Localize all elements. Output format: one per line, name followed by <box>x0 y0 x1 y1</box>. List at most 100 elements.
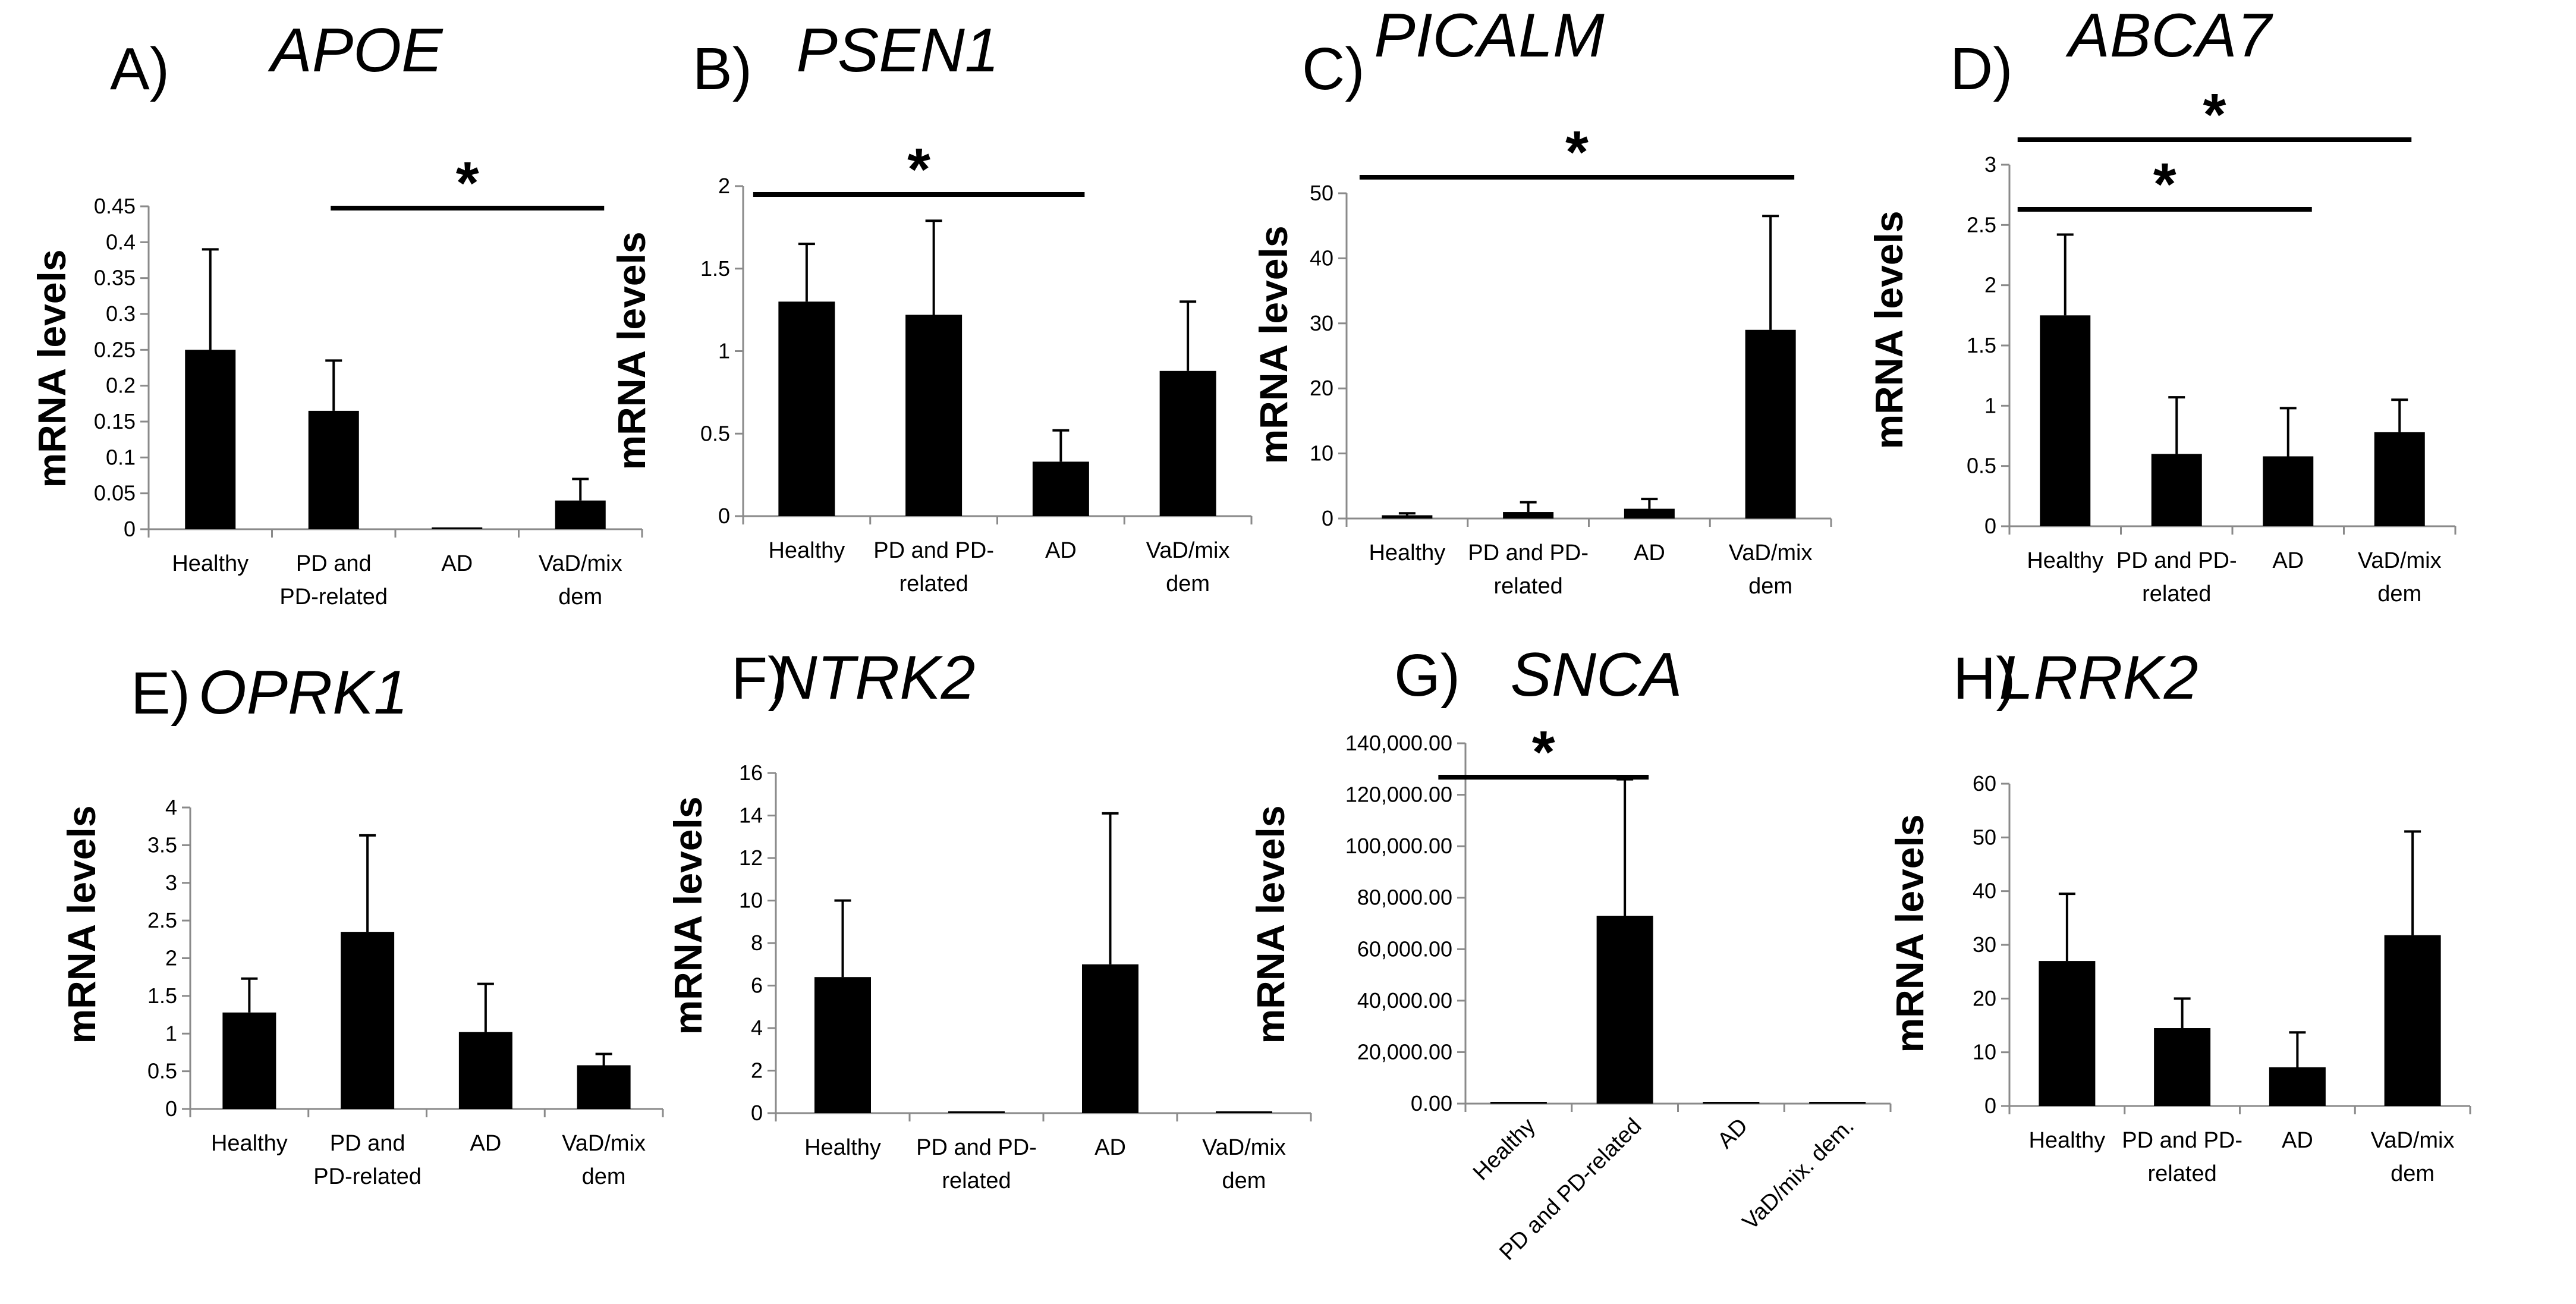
y-tick-label: 14 <box>739 803 763 828</box>
bar-4 <box>2374 432 2425 526</box>
y-tick-label: 16 <box>739 761 763 785</box>
panel-title: APOE <box>268 16 444 85</box>
y-tick-label: 4 <box>165 795 177 819</box>
y-tick-label: 2 <box>718 174 730 198</box>
bar-4 <box>555 500 606 529</box>
y-tick-label: 40 <box>1973 879 1996 903</box>
bar-3 <box>1703 1102 1760 1104</box>
y-tick-label: 0.3 <box>106 301 136 326</box>
y-tick-label: 0.05 <box>94 481 136 505</box>
chart-panel-1: A) APOE mRNA levels 0 0.05 0.1 0.15 0.2 0.25 0.3 0… <box>30 16 643 609</box>
significance-star: * <box>1565 119 1589 186</box>
y-axis-label: mRNA levels <box>666 796 710 1035</box>
y-tick-label: 2 <box>751 1058 763 1083</box>
x-category-label: PD-related <box>279 585 388 609</box>
x-category-label: PD and PD- <box>2122 1128 2242 1153</box>
significance-star: * <box>907 136 930 203</box>
x-category-label: related <box>2142 582 2211 607</box>
y-tick-label: 0 <box>1984 1094 1996 1118</box>
y-tick-label: 8 <box>751 931 763 955</box>
y-tick-label: 3.5 <box>147 832 177 857</box>
bar-2 <box>948 1111 1005 1113</box>
y-tick-label: 0 <box>718 504 730 528</box>
x-category-label: Healthy <box>1369 541 1445 565</box>
bar-1 <box>1382 515 1433 519</box>
bar-2 <box>1503 512 1554 519</box>
x-category-label: Healthy <box>804 1135 881 1160</box>
y-tick-label: 40 <box>1310 246 1333 270</box>
panel-title: SNCA <box>1511 640 1682 709</box>
x-category-label: dem <box>582 1164 626 1189</box>
y-tick-label: 1 <box>718 339 730 363</box>
bar-3 <box>458 1032 512 1109</box>
y-tick-label: 6 <box>751 973 763 998</box>
x-category-label: PD and PD- <box>873 538 994 563</box>
chart-panel-6: F)NTRK2 mRNA levels 0 2 4 6 8 10 12 14 16 Healthy PD… <box>666 643 1312 1193</box>
y-tick-label: 0.25 <box>94 337 136 362</box>
x-category-label: AD <box>1634 541 1665 565</box>
panel-letter: A) <box>110 36 169 102</box>
bar-2 <box>308 410 359 529</box>
x-category-label: AD <box>1713 1114 1753 1154</box>
y-tick-label: 80,000.00 <box>1357 885 1452 910</box>
y-tick-label: 3 <box>165 871 177 895</box>
bar-2 <box>905 315 963 516</box>
y-tick-label: 0.00 <box>1411 1091 1452 1116</box>
y-axis-label: mRNA levels <box>30 249 74 488</box>
y-tick-label: 50 <box>1973 825 1996 849</box>
x-category-label: AD <box>470 1131 501 1156</box>
significance-star: * <box>2153 151 2176 218</box>
bar-3 <box>2263 456 2314 526</box>
panel-title: NTRK2 <box>773 643 976 712</box>
y-tick-label: 30 <box>1310 311 1333 335</box>
bar-2 <box>2154 1028 2211 1106</box>
y-tick-label: 0 <box>124 517 136 541</box>
bar-2 <box>1596 916 1653 1104</box>
y-tick-label: 2.5 <box>1967 212 1996 237</box>
y-axis-label: mRNA levels <box>1888 814 1932 1052</box>
x-category-label: related <box>2148 1161 2217 1186</box>
chart-panel-8: H)LRRK2 mRNA levels 0 10 20 30 40 50 60 Healthy PD… <box>1888 643 2471 1186</box>
y-tick-label: 50 <box>1310 181 1333 205</box>
y-tick-label: 100,000.00 <box>1345 834 1452 858</box>
x-category-label: dem <box>1166 571 1210 596</box>
chart-panel-4: D) ABCA7 mRNA levels 0 0.5 1 1.5 2 2.5 3 Healthy PD… <box>1867 1 2457 607</box>
y-tick-label: 10 <box>739 888 763 913</box>
x-category-label: AD <box>1045 538 1077 563</box>
y-tick-label: 0.15 <box>94 409 136 433</box>
y-tick-label: 10 <box>1310 441 1333 466</box>
y-tick-label: 140,000.00 <box>1345 731 1452 755</box>
bar-4 <box>577 1065 631 1109</box>
y-tick-label: 1.5 <box>700 256 730 281</box>
panel-letter: G) <box>1394 642 1460 709</box>
x-category-label: AD <box>2282 1128 2313 1153</box>
x-category-label: Healthy <box>211 1131 288 1156</box>
panel-title: PICALM <box>1374 1 1605 70</box>
bar-1 <box>185 350 236 529</box>
bar-3 <box>2269 1067 2326 1106</box>
x-category-label: PD-related <box>313 1164 422 1189</box>
x-category-label: AD <box>441 551 473 576</box>
y-tick-label: 0.5 <box>700 421 730 445</box>
x-category-label: related <box>1494 574 1563 599</box>
bar-4 <box>1809 1102 1866 1104</box>
bar-1 <box>1490 1102 1547 1104</box>
panel-letter: C) <box>1302 36 1365 102</box>
y-tick-label: 0.5 <box>147 1059 177 1083</box>
x-category-label: Healthy <box>768 538 845 563</box>
panel-letter: H) <box>1953 645 2016 712</box>
y-tick-label: 0.45 <box>94 194 136 218</box>
y-tick-label: 20 <box>1973 986 1996 1010</box>
y-tick-label: 10 <box>1973 1040 1996 1064</box>
x-category-label: VaD/mix <box>2371 1128 2455 1153</box>
panel-title: LRRK2 <box>1999 643 2198 712</box>
x-category-label: related <box>942 1168 1011 1193</box>
bar-4 <box>2384 935 2441 1106</box>
y-tick-label: 60 <box>1973 771 1996 796</box>
y-tick-label: 2 <box>1984 273 1996 297</box>
panel-letter: F) <box>731 645 787 712</box>
x-category-label: Healthy <box>2027 548 2103 573</box>
y-tick-label: 0 <box>165 1096 177 1121</box>
panel-letter: D) <box>1950 36 2013 102</box>
